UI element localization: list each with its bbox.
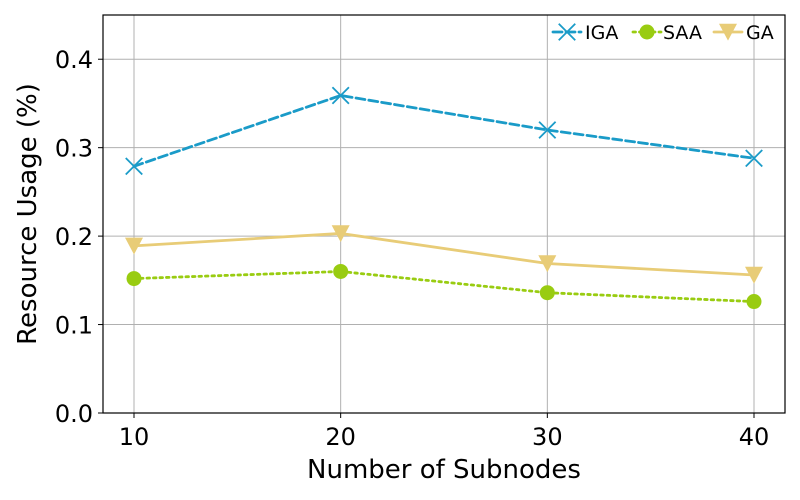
x-axis-title: Number of Subnodes — [307, 455, 581, 485]
x-tick-label: 10 — [119, 423, 150, 451]
legend-label: SAA — [663, 22, 702, 44]
y-tick-label: 0.2 — [55, 223, 93, 251]
legend-marker — [558, 23, 576, 41]
plot-series — [125, 86, 763, 310]
legend: IGA SAA GA — [551, 22, 774, 44]
data-point-saa — [539, 285, 555, 301]
legend-label: IGA — [585, 22, 618, 44]
legend-entry-iga: IGA — [551, 22, 618, 44]
data-point-ga — [331, 225, 350, 243]
series-line-ga — [132, 232, 756, 277]
series-line-saa — [132, 270, 756, 303]
data-point-iga — [331, 86, 350, 105]
legend-marker — [639, 24, 655, 40]
legend-label: GA — [746, 22, 774, 44]
legend-entry-ga: GA — [712, 22, 774, 44]
y-tick-label: 0.1 — [55, 312, 93, 340]
data-point-ga — [125, 237, 143, 255]
data-point-saa — [126, 271, 142, 287]
legend-marker — [719, 23, 737, 41]
series-line-iga — [132, 94, 756, 168]
y-tick-label: 0.3 — [55, 135, 93, 163]
series-ga — [125, 225, 763, 284]
legend-entry-saa: SAA — [631, 22, 702, 44]
data-point-iga — [538, 121, 557, 139]
axis-ticks: 10 20 30 40 0.0 0.1 0.2 0.3 0.4 — [55, 46, 769, 451]
y-axis-title: Resource Usage (%) — [13, 83, 43, 345]
x-tick-label: 30 — [532, 423, 563, 451]
y-tick-label: 0.0 — [55, 400, 93, 428]
series-saa — [126, 263, 762, 310]
data-point-saa — [746, 294, 762, 310]
data-point-ga — [538, 255, 557, 273]
plot-frame — [102, 14, 786, 414]
grid-lines — [103, 15, 785, 414]
x-tick-label: 40 — [739, 423, 770, 451]
data-point-saa — [333, 263, 349, 279]
data-point-iga — [745, 149, 763, 168]
data-point-ga — [745, 266, 763, 284]
data-point-iga — [125, 157, 143, 176]
x-tick-label: 20 — [325, 423, 356, 451]
series-iga — [125, 86, 763, 176]
y-tick-label: 0.4 — [55, 46, 93, 74]
